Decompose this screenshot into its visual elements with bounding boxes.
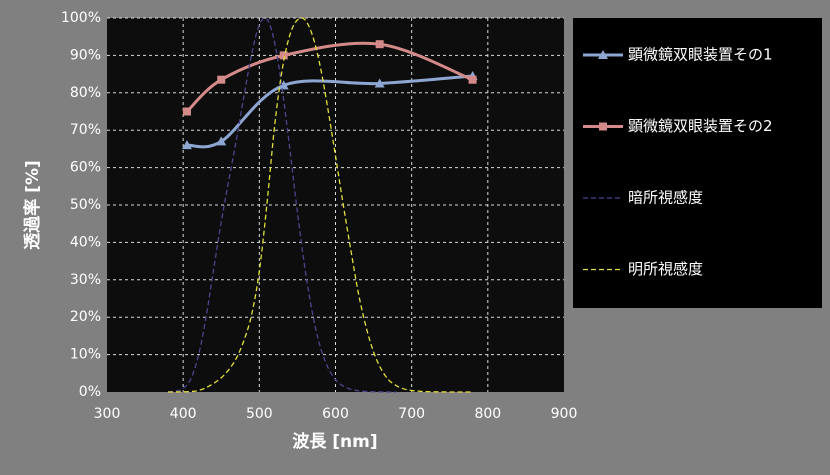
y-tick-label: 0% (79, 384, 101, 400)
legend-label: 暗所視感度 (628, 189, 703, 207)
x-axis-title: 波長 [nm] (292, 431, 377, 452)
legend-label: 顕微鏡双眼装置その1 (628, 46, 773, 64)
legend-label: 顕微鏡双眼装置その2 (628, 117, 773, 135)
x-tick-label: 700 (398, 406, 425, 422)
y-tick-label: 50% (70, 197, 101, 213)
x-tick-label: 900 (551, 406, 578, 422)
marker (279, 51, 288, 60)
y-axis-title: 透過率 [%] (22, 160, 43, 250)
marker (182, 107, 191, 116)
marker (217, 75, 226, 84)
y-tick-label: 20% (70, 309, 101, 325)
x-tick-label: 800 (474, 406, 501, 422)
x-tick-label: 300 (94, 406, 121, 422)
y-tick-label: 100% (61, 10, 101, 26)
legend-box (573, 18, 822, 308)
marker (216, 136, 227, 146)
marker (468, 75, 477, 84)
x-tick-label: 600 (322, 406, 349, 422)
y-tick-label: 70% (70, 122, 101, 138)
y-tick-label: 80% (70, 85, 101, 101)
x-tick-label: 500 (246, 406, 273, 422)
series-line (167, 17, 397, 393)
marker (599, 122, 607, 131)
x-tick-label: 400 (170, 406, 197, 422)
y-tick-label: 10% (70, 347, 101, 363)
marker (181, 140, 192, 150)
marker (598, 50, 608, 59)
marker (278, 80, 289, 90)
y-tick-label: 40% (70, 234, 101, 250)
marker (375, 40, 384, 49)
y-tick-label: 60% (70, 160, 101, 176)
series-line (167, 17, 473, 393)
y-tick-label: 90% (70, 47, 101, 63)
y-tick-label: 30% (70, 272, 101, 288)
marker (374, 78, 385, 88)
legend-label: 明所視感度 (628, 260, 703, 278)
series-line (185, 41, 474, 113)
